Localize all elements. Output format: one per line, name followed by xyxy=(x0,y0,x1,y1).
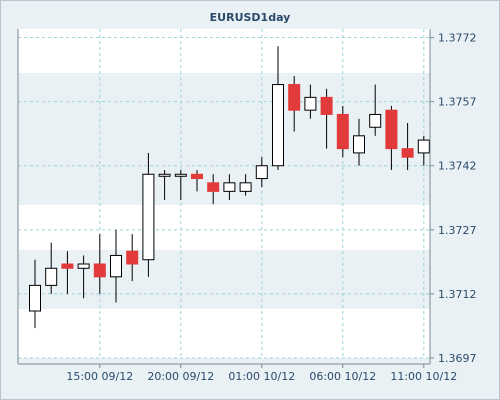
y-tick-label: 1.3757 xyxy=(438,96,477,109)
x-tick-label: 01:00 10/12 xyxy=(228,370,295,383)
y-tick-label: 1.3697 xyxy=(438,352,477,365)
candle-body xyxy=(353,135,365,154)
candle xyxy=(61,251,74,294)
candle xyxy=(353,118,365,166)
candle xyxy=(93,234,106,294)
candle-series xyxy=(29,46,430,329)
candle xyxy=(207,174,220,205)
candle-body xyxy=(223,182,236,192)
candle-body xyxy=(174,173,187,177)
candle-body xyxy=(320,96,333,115)
candle-body xyxy=(255,165,268,180)
candle-body xyxy=(304,96,317,111)
candle xyxy=(45,242,58,294)
candle xyxy=(142,152,155,277)
candle-body xyxy=(336,113,349,150)
candle-body xyxy=(417,139,430,154)
candle xyxy=(288,76,301,132)
candle-body xyxy=(191,173,203,180)
x-tick-label: 20:00 09/12 xyxy=(147,370,214,383)
candle xyxy=(239,174,252,196)
candle xyxy=(77,255,90,299)
y-tick-label: 1.3712 xyxy=(438,288,477,301)
x-tick-label: 15:00 09/12 xyxy=(66,370,133,383)
candle-body xyxy=(239,182,252,192)
axes xyxy=(17,29,431,365)
candle-body xyxy=(401,148,414,158)
candle-body xyxy=(61,263,74,269)
chart-title: EURUSD1day xyxy=(209,11,291,24)
candle xyxy=(369,84,382,136)
candle-body xyxy=(110,254,122,278)
candle-body xyxy=(369,113,382,128)
candle xyxy=(417,135,430,166)
candle xyxy=(320,88,333,149)
candle xyxy=(191,170,203,192)
y-tick-label: 1.3772 xyxy=(438,32,477,45)
candle xyxy=(385,105,398,170)
candle xyxy=(110,229,122,303)
x-tick-label: 11:00 10/12 xyxy=(390,370,457,383)
candle-body xyxy=(29,284,41,312)
candle-body xyxy=(385,109,398,150)
candle xyxy=(29,259,41,329)
candle xyxy=(401,123,414,170)
candle xyxy=(158,170,171,200)
y-tick-label: 1.3727 xyxy=(438,224,477,237)
candle-body xyxy=(288,84,301,111)
y-tick-label: 1.3742 xyxy=(438,160,477,173)
candle xyxy=(304,84,317,119)
y-axis-ticks: 1.3772 1.3757 1.3742 1.3727 1.3712 1.3697 xyxy=(430,32,477,365)
candle xyxy=(255,157,268,188)
candle xyxy=(223,174,236,200)
candle-body xyxy=(45,267,58,286)
candle-body xyxy=(207,182,220,192)
x-tick-label: 06:00 10/12 xyxy=(309,370,376,383)
candle-body xyxy=(142,173,155,261)
candle-body xyxy=(77,263,90,269)
grid-lines xyxy=(18,29,430,359)
candle xyxy=(272,46,284,170)
candle-body xyxy=(126,250,139,265)
x-axis-ticks: 15:00 09/12 20:00 09/12 01:00 10/12 06:00 1… xyxy=(66,364,457,383)
plot-band xyxy=(18,250,430,309)
candle-body xyxy=(158,173,171,177)
candle xyxy=(126,234,139,282)
candle-body xyxy=(272,84,284,167)
candle-body xyxy=(93,263,106,278)
candle xyxy=(174,170,187,200)
candle xyxy=(336,105,349,158)
